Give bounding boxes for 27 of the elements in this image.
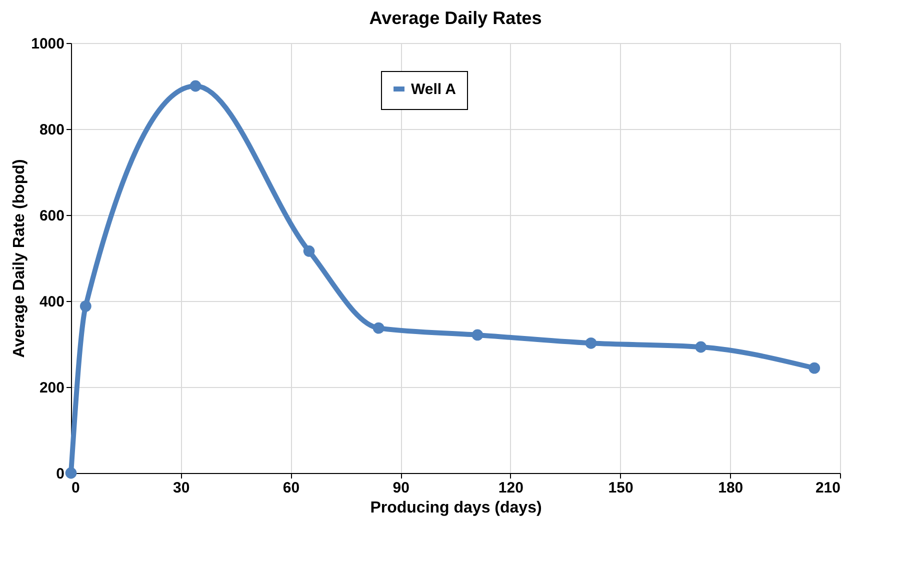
x-tick-label: 150 <box>608 480 634 496</box>
x-axis-title: Producing days (days) <box>370 500 542 516</box>
y-axis-title: Average Daily Rate (bopd) <box>11 159 28 358</box>
x-tick-label: 210 <box>815 480 840 496</box>
x-tick-label: 120 <box>498 480 524 496</box>
point <box>808 362 820 374</box>
y-tick-label: 400 <box>39 294 64 310</box>
x-tick-label: 60 <box>282 480 300 496</box>
y-tick-label: 1000 <box>31 36 64 52</box>
y-tick-label: 600 <box>39 208 64 224</box>
point <box>585 337 597 349</box>
point <box>695 341 707 353</box>
y-tick-label: 0 <box>56 466 64 482</box>
point <box>80 300 92 312</box>
y-tick-label: 200 <box>39 380 64 396</box>
point <box>190 80 202 92</box>
point <box>65 467 77 479</box>
point <box>303 245 315 257</box>
chart-title: Average Daily Rates <box>369 8 542 28</box>
x-tick-label: 0 <box>72 480 80 496</box>
legend-label: Well A <box>411 81 456 98</box>
y-tick-label: 800 <box>39 122 64 138</box>
x-tick-label: 180 <box>718 480 744 496</box>
x-tick-label: 30 <box>173 480 190 496</box>
point <box>372 322 384 334</box>
point <box>472 329 484 341</box>
x-tick-label: 90 <box>392 480 410 496</box>
